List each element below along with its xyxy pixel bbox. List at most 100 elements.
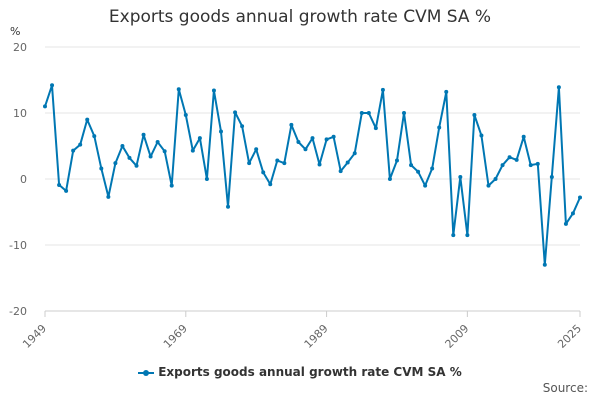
data-point — [416, 169, 421, 174]
data-point — [535, 161, 540, 166]
data-point — [578, 195, 582, 200]
data-point — [324, 137, 329, 142]
x-tick-label: 1969 — [161, 322, 190, 351]
data-point — [373, 126, 378, 131]
data-point — [521, 134, 526, 139]
data-point — [289, 122, 294, 127]
data-point — [563, 221, 568, 226]
data-point — [409, 163, 414, 168]
legend-swatch — [138, 369, 155, 376]
gridlines — [45, 46, 580, 312]
y-tick-label: 0 — [20, 173, 27, 186]
data-point — [303, 147, 308, 152]
y-axis-unit-label: % — [10, 25, 21, 38]
data-point — [310, 136, 315, 141]
data-point — [556, 85, 561, 90]
data-point — [148, 154, 153, 159]
data-point — [451, 233, 456, 238]
data-point — [162, 149, 167, 154]
data-point — [352, 151, 357, 156]
legend-marker — [143, 369, 150, 376]
data-point — [57, 182, 62, 187]
data-point — [394, 158, 399, 163]
data-point — [444, 89, 449, 94]
series-layer — [43, 83, 582, 267]
data-point — [226, 204, 231, 209]
data-point — [71, 148, 76, 153]
data-point — [268, 182, 273, 187]
data-point — [359, 111, 364, 115]
data-point — [233, 110, 238, 115]
data-point — [197, 136, 202, 141]
x-axis-ticks: 1949 1969 1989 2009 2025 — [20, 310, 584, 351]
data-point — [542, 262, 547, 267]
data-point — [183, 112, 188, 117]
data-point — [423, 183, 428, 188]
data-point — [507, 155, 512, 160]
data-point — [85, 117, 90, 122]
y-axis-ticks: 20 10 0 -10 -20 — [9, 41, 27, 318]
data-point — [64, 188, 69, 193]
data-point — [211, 88, 216, 93]
data-point — [240, 124, 245, 129]
data-point — [106, 194, 111, 199]
data-point — [514, 157, 519, 162]
data-point — [402, 111, 407, 115]
y-tick-label: 20 — [13, 41, 27, 54]
data-point — [282, 161, 287, 166]
legend[interactable]: Exports goods annual growth rate CVM SA … — [0, 365, 600, 379]
data-point — [99, 166, 104, 171]
data-point — [493, 177, 498, 181]
data-point — [345, 160, 350, 165]
data-point — [296, 140, 301, 145]
data-point — [437, 125, 442, 130]
y-tick-label: -10 — [9, 239, 27, 252]
y-tick-label: -20 — [9, 305, 27, 318]
data-point — [155, 140, 160, 145]
x-tick-label: 1949 — [20, 322, 49, 351]
data-point — [261, 170, 266, 175]
data-point — [387, 177, 392, 181]
x-tick-label: 2009 — [442, 322, 471, 351]
data-point — [120, 144, 125, 148]
data-point — [331, 134, 336, 139]
data-point — [50, 83, 55, 88]
series-line — [44, 84, 581, 266]
data-point — [127, 155, 132, 160]
x-tick-label: 2025 — [555, 322, 584, 351]
data-point — [317, 162, 322, 167]
data-point — [472, 112, 477, 117]
data-point — [43, 104, 47, 109]
source-label: Source: — [542, 381, 588, 395]
data-point — [78, 142, 83, 147]
data-point — [176, 87, 181, 92]
data-point — [169, 183, 174, 188]
data-point — [254, 147, 259, 152]
data-point — [366, 111, 371, 115]
chart-title: Exports goods annual growth rate CVM SA … — [108, 7, 492, 27]
data-point — [141, 132, 146, 137]
data-point — [549, 175, 554, 180]
data-point — [465, 233, 470, 238]
data-point — [479, 133, 484, 138]
y-tick-label: 10 — [13, 107, 27, 120]
x-tick-label: 1989 — [302, 322, 331, 351]
data-point — [430, 166, 435, 171]
data-point — [275, 158, 280, 163]
data-point — [458, 175, 463, 180]
data-point — [338, 169, 343, 174]
data-point — [247, 161, 252, 166]
data-point — [113, 161, 118, 166]
data-point — [218, 129, 223, 134]
data-point — [134, 163, 139, 168]
data-point — [570, 211, 575, 216]
data-point — [500, 163, 505, 168]
data-point — [486, 183, 491, 188]
data-point — [380, 87, 385, 92]
data-point — [92, 134, 97, 139]
legend-label: Exports goods annual growth rate CVM SA … — [158, 365, 462, 379]
data-point — [204, 177, 209, 181]
data-point — [528, 163, 533, 168]
data-point — [190, 148, 195, 153]
